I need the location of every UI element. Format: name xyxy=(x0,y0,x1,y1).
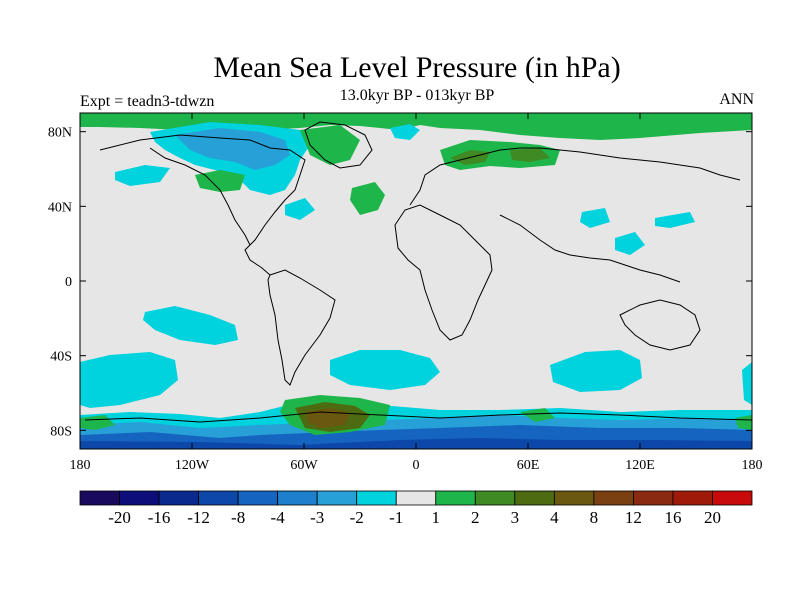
south-pacific-cyan-region xyxy=(143,306,238,345)
x-tick-label: 60W xyxy=(290,458,318,473)
colorbar-swatch xyxy=(356,490,397,506)
colorbar: -20 -16 -12 -8 -4 -3 -2 -1 1 2 3 4 8 12 16 20 xyxy=(79,490,753,527)
colorbar-label: -1 xyxy=(389,508,403,527)
norway-cyan-region xyxy=(390,124,420,140)
north-america-blue-region xyxy=(175,128,290,170)
colorbar-label: -8 xyxy=(231,508,245,527)
colorbar-swatch xyxy=(277,490,318,506)
x-tick-label: 60E xyxy=(517,458,540,473)
colorbar-label: -12 xyxy=(187,508,210,527)
colorbar-label: 2 xyxy=(471,508,480,527)
colorbar-label: -2 xyxy=(350,508,364,527)
colorbar-swatch xyxy=(316,490,358,506)
chart-subtitle: 13.0kyr BP - 013kyr BP xyxy=(339,87,495,104)
colorbar-swatch xyxy=(633,490,674,506)
colorbar-label: -4 xyxy=(271,508,286,527)
colorbar-swatch xyxy=(119,490,160,506)
x-tick-label: 180 xyxy=(70,458,91,473)
axis-ticks: 180 120W 60W 0 60E 120E 180 80N 40N 0 40S 80S xyxy=(48,113,763,473)
antarctic-green-patch-3 xyxy=(520,408,555,422)
colorbar-label: -16 xyxy=(148,508,171,527)
colorbar-swatch xyxy=(158,490,199,506)
colorbar-label: 3 xyxy=(511,508,520,527)
colorbar-swatch xyxy=(79,490,120,506)
greenland-green-region xyxy=(300,125,360,165)
y-tick-label: 40S xyxy=(50,350,72,365)
southeast-pacific-cyan-region xyxy=(80,352,178,408)
south-atlantic-cyan-region xyxy=(330,350,440,390)
colorbar-label: 16 xyxy=(664,508,681,527)
x-tick-label: 180 xyxy=(742,458,763,473)
antarctic-green-patch-2 xyxy=(735,415,752,430)
colorbar-label: 20 xyxy=(704,508,721,527)
y-tick-label: 40N xyxy=(48,200,72,215)
north-atlantic-green-region xyxy=(350,182,385,215)
experiment-label: Expt = teadn3-tdwzn xyxy=(80,93,215,110)
colorbar-label: -3 xyxy=(310,508,324,527)
colorbar-swatch xyxy=(593,490,634,506)
colorbar-swatch xyxy=(237,490,279,506)
colorbar-swatch xyxy=(198,490,239,506)
y-tick-label: 0 xyxy=(65,275,72,290)
arctic-positive-region xyxy=(80,113,752,140)
colorbar-label: 12 xyxy=(625,508,642,527)
colorbar-label: 8 xyxy=(590,508,599,527)
atlantic-cyan-patch xyxy=(285,198,315,220)
coastlines xyxy=(84,121,752,423)
colorbar-swatch xyxy=(712,490,753,506)
y-tick-label: 80S xyxy=(50,424,72,439)
colorbar-swatch xyxy=(514,490,555,506)
north-america-green-region xyxy=(195,170,245,192)
siberia-strong-region-2 xyxy=(510,148,550,162)
south-indian-cyan-region xyxy=(550,350,642,392)
colorbar-label: 4 xyxy=(550,508,559,527)
colorbar-label: -20 xyxy=(108,508,131,527)
colorbar-swatch xyxy=(672,490,713,506)
colorbar-swatch xyxy=(474,490,516,506)
east-asia-cyan-patch xyxy=(615,232,645,255)
x-tick-label: 120W xyxy=(175,458,210,473)
season-label: ANN xyxy=(719,91,754,108)
x-tick-label: 120E xyxy=(625,458,655,473)
y-tick-label: 80N xyxy=(48,126,72,141)
colorbar-label: 1 xyxy=(432,508,441,527)
southwest-pacific-cyan-region xyxy=(742,362,752,405)
x-tick-label: 0 xyxy=(413,458,420,473)
colorbar-swatch xyxy=(553,490,595,506)
pressure-anomaly-field xyxy=(80,113,752,449)
central-asia-cyan-patch xyxy=(580,208,610,228)
north-pacific-cyan-patch xyxy=(655,212,695,228)
chart-title: Mean Sea Level Pressure (in hPa) xyxy=(213,51,621,84)
colorbar-swatch xyxy=(395,490,437,506)
colorbar-swatch xyxy=(435,490,476,506)
pacific-cyan-patch xyxy=(115,165,170,186)
